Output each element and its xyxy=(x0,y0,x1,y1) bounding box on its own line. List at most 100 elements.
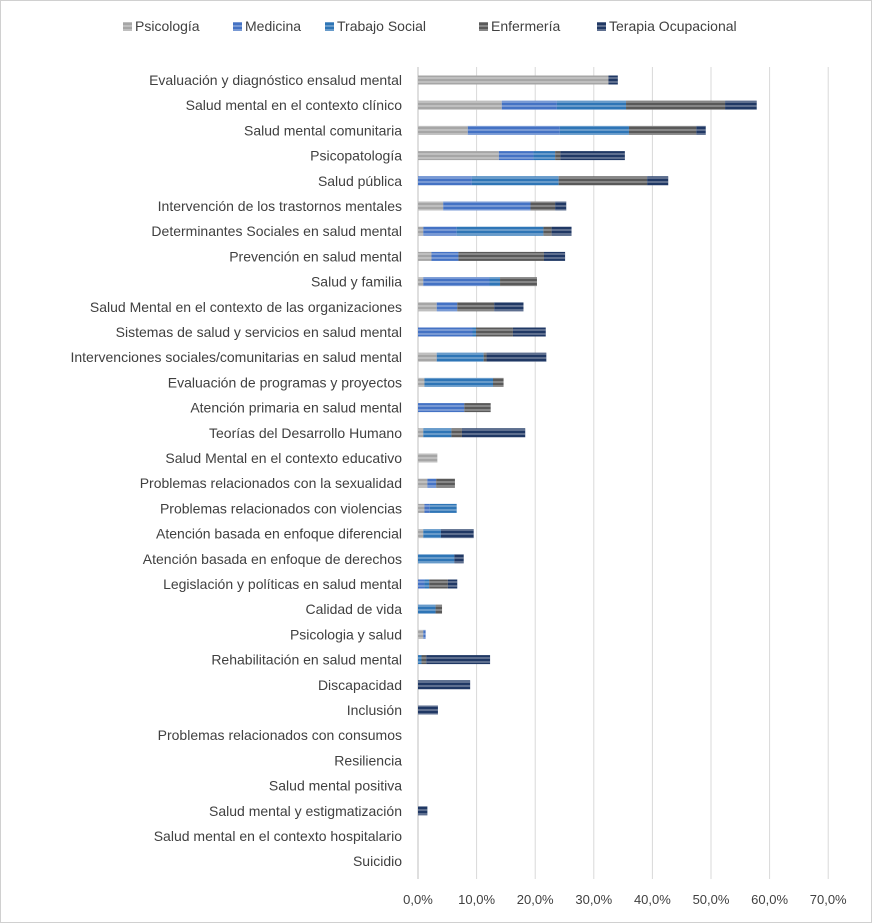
bar-segment-texture xyxy=(533,151,556,161)
legend-label: Psicología xyxy=(135,18,200,34)
bar-segment-texture xyxy=(429,503,457,513)
bar-segment-texture xyxy=(551,226,572,236)
bar-segment-texture xyxy=(435,604,443,614)
bar-segment-texture xyxy=(418,478,428,488)
category-label: Calidad de vida xyxy=(305,601,402,617)
bar-segment-texture xyxy=(418,705,438,715)
bar-segment-texture xyxy=(418,75,609,85)
x-tick-label: 60,0% xyxy=(751,892,788,907)
bar-segment-texture xyxy=(423,277,490,287)
bar-segment-texture xyxy=(472,327,477,337)
bar-segment-texture xyxy=(486,352,547,362)
bar-segment-texture xyxy=(418,579,425,589)
legend-swatch-texture xyxy=(233,22,242,31)
gridlines xyxy=(417,67,829,879)
bar-segment-texture xyxy=(424,377,494,387)
bar-segment-texture xyxy=(456,226,544,236)
bar-segment-texture xyxy=(418,327,473,337)
bar-segment-texture xyxy=(454,554,464,564)
bar-segment-texture xyxy=(464,403,491,413)
bar-segment-texture xyxy=(418,428,424,438)
bar-segment-texture xyxy=(628,125,697,135)
bar-segment-texture xyxy=(427,478,437,488)
bar-segment-texture xyxy=(457,302,495,312)
bar-segment-texture xyxy=(543,226,552,236)
bar-segment-texture xyxy=(418,403,465,413)
x-tick-label: 10,0% xyxy=(458,892,495,907)
bar-segment-texture xyxy=(696,125,706,135)
bar-segment-texture xyxy=(418,125,468,135)
bar-segment-texture xyxy=(421,655,427,665)
category-label: Legislación y políticas en salud mental xyxy=(163,576,402,592)
bar-segment-texture xyxy=(467,125,560,135)
legend-swatch-texture xyxy=(123,22,132,31)
bar-segment-texture xyxy=(494,302,524,312)
x-tick-label: 40,0% xyxy=(634,892,671,907)
bar-segment-texture xyxy=(418,655,422,665)
category-label: Salud mental en el contexto hospitalario xyxy=(154,828,402,844)
bar-segment-texture xyxy=(498,151,534,161)
category-label: Atención basada en enfoque diferencial xyxy=(156,526,402,542)
category-label: Intervención de los trastornos mentales xyxy=(158,198,402,214)
bar-segment-texture xyxy=(471,176,559,186)
category-label: Suicidio xyxy=(353,853,402,869)
bar-segment-texture xyxy=(608,75,618,85)
bar-segment-texture xyxy=(461,428,526,438)
bar-segment-texture xyxy=(493,377,504,387)
bar-segment-texture xyxy=(436,478,455,488)
bar-segment-texture xyxy=(418,529,424,539)
legend-swatch-texture xyxy=(479,22,488,31)
legend-label: Enfermería xyxy=(491,18,560,34)
bar-segment-texture xyxy=(476,327,513,337)
category-label: Salud Mental en el contexto educativo xyxy=(165,450,402,466)
bar-segment-texture xyxy=(530,201,556,211)
bar-segment-texture xyxy=(418,277,424,287)
category-label: Inclusión xyxy=(347,702,402,718)
x-tick-label: 50,0% xyxy=(693,892,730,907)
category-label: Determinantes Sociales en salud mental xyxy=(151,223,402,239)
bar-segment-texture xyxy=(556,100,627,110)
bars xyxy=(418,75,757,816)
bar-segment-texture xyxy=(559,125,629,135)
category-labels: Evaluación y diagnóstico ensalud mental S… xyxy=(70,72,402,869)
bar-segment-texture xyxy=(418,226,424,236)
bar-segment-texture xyxy=(483,352,487,362)
bar-segment-texture xyxy=(512,327,546,337)
bar-segment-texture xyxy=(558,176,648,186)
category-label: Atención basada en enfoque de derechos xyxy=(143,551,402,567)
bar-segment-texture xyxy=(500,277,537,287)
legend-swatch-texture xyxy=(597,22,606,31)
category-label: Salud pública xyxy=(318,173,402,189)
bar-segment-texture xyxy=(418,377,425,387)
x-axis-tick-labels: 0,0% 10,0% 20,0% 30,0% 40,0% 50,0% 60,0% 70,0% xyxy=(403,892,847,907)
bar-segment-texture xyxy=(423,629,426,639)
category-label: Salud mental positiva xyxy=(269,778,402,794)
bar-segment-texture xyxy=(418,251,432,261)
bar-segment-texture xyxy=(423,529,441,539)
bar-segment-texture xyxy=(418,100,502,110)
bar-segment-texture xyxy=(458,251,544,261)
category-label: Psicologia y salud xyxy=(290,626,402,642)
bar-segment-texture xyxy=(424,503,430,513)
bar-segment-texture xyxy=(423,226,457,236)
category-label: Teorías del Desarrollo Humano xyxy=(209,425,402,441)
bar-segment-texture xyxy=(443,201,531,211)
bar-segment-texture xyxy=(431,251,459,261)
bar-segment-texture xyxy=(426,655,491,665)
category-label: Salud mental comunitaria xyxy=(244,122,402,138)
x-tick-label: 20,0% xyxy=(517,892,554,907)
bar-segment-texture xyxy=(424,579,430,589)
category-label: Salud mental en el contexto clínico xyxy=(186,97,403,113)
category-label: Rehabilitación en salud mental xyxy=(211,652,402,668)
category-label: Sistemas de salud y servicios en salud m… xyxy=(116,324,402,340)
bar-segment-texture xyxy=(418,302,437,312)
category-label: Salud Mental en el contexto de las organ… xyxy=(90,299,402,315)
bar-segment-texture xyxy=(418,629,424,639)
bar-segment-texture xyxy=(418,453,438,463)
bar-segment-texture xyxy=(725,100,757,110)
category-label: Salud mental y estigmatización xyxy=(209,803,402,819)
bar-segment-texture xyxy=(418,352,437,362)
category-label: Intervenciones sociales/comunitarias en … xyxy=(70,349,402,365)
